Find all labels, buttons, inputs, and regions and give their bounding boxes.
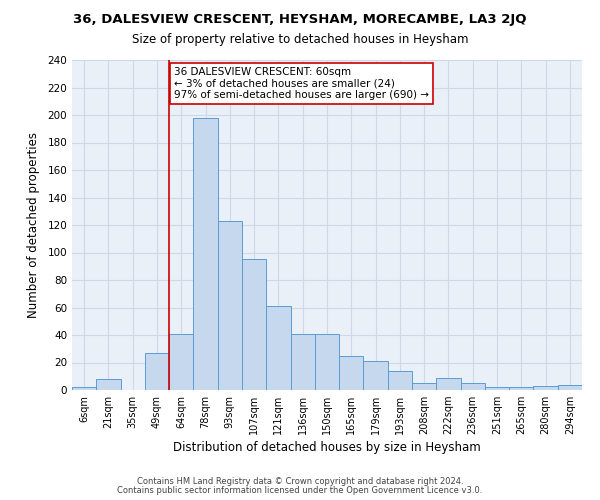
Bar (509, 387, 533, 390)
Bar (436, 378, 461, 390)
Bar (193, 118, 218, 390)
Y-axis label: Number of detached properties: Number of detached properties (28, 132, 40, 318)
Bar (218, 221, 242, 390)
Bar (533, 386, 558, 390)
Text: Size of property relative to detached houses in Heysham: Size of property relative to detached ho… (132, 32, 468, 46)
Bar (558, 384, 582, 390)
Bar (72, 387, 96, 390)
Bar (485, 387, 509, 390)
Bar (388, 371, 412, 390)
Bar (339, 356, 364, 390)
Bar (242, 260, 266, 390)
Bar (290, 334, 315, 390)
Bar (412, 383, 436, 390)
X-axis label: Distribution of detached houses by size in Heysham: Distribution of detached houses by size … (173, 442, 481, 454)
Bar (315, 334, 339, 390)
Bar (266, 306, 290, 390)
Text: Contains HM Land Registry data © Crown copyright and database right 2024.: Contains HM Land Registry data © Crown c… (137, 477, 463, 486)
Text: 36 DALESVIEW CRESCENT: 60sqm
← 3% of detached houses are smaller (24)
97% of sem: 36 DALESVIEW CRESCENT: 60sqm ← 3% of det… (174, 67, 429, 100)
Text: 36, DALESVIEW CRESCENT, HEYSHAM, MORECAMBE, LA3 2JQ: 36, DALESVIEW CRESCENT, HEYSHAM, MORECAM… (73, 12, 527, 26)
Bar (96, 379, 121, 390)
Bar (364, 361, 388, 390)
Bar (461, 383, 485, 390)
Bar (145, 353, 169, 390)
Text: Contains public sector information licensed under the Open Government Licence v3: Contains public sector information licen… (118, 486, 482, 495)
Bar (169, 334, 193, 390)
